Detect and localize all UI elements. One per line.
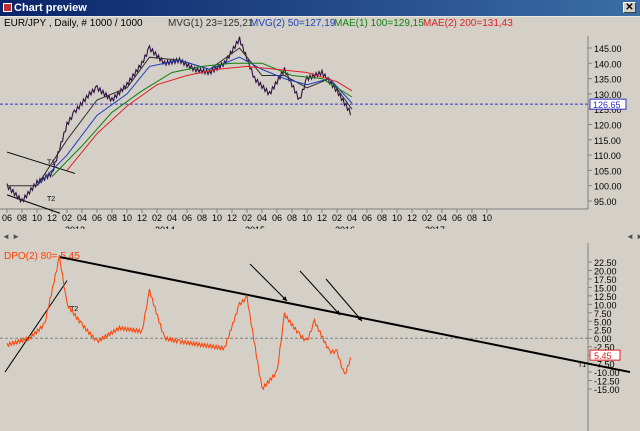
dpo-legend: DPO(2) 80= 5,45 xyxy=(4,251,80,262)
current-value-box xyxy=(589,98,627,110)
trend-label-t2: T2 xyxy=(47,196,55,203)
x-tick-label: 12 xyxy=(47,213,57,223)
x-tick-label: 02 xyxy=(62,213,72,223)
y-tick-label: 2.50 xyxy=(594,326,612,336)
x-tick-label: 04 xyxy=(167,213,177,223)
x-tick-label: 04 xyxy=(77,213,87,223)
current-value-label: 126.65 xyxy=(593,100,621,110)
y-tick-label: 7.50 xyxy=(594,309,612,319)
arrow-annotation-head xyxy=(282,296,287,301)
legend-item: MAE(2) 200=131,43 xyxy=(423,18,513,29)
x-tick-label: 06 xyxy=(2,213,12,223)
y-tick-label: 115.00 xyxy=(594,136,621,146)
y-tick-label: 145.00 xyxy=(594,44,622,54)
y-tick-label: 0.00 xyxy=(594,334,612,344)
trend-label-t1: T1 xyxy=(578,362,586,369)
x-tick-label: 04 xyxy=(437,213,447,223)
svg-text:◄ ►: ◄ ► xyxy=(626,232,640,241)
window-title: Chart preview xyxy=(14,2,87,14)
legend-item: MVG(1) 23=125,21 xyxy=(168,18,254,29)
x-tick-label: 08 xyxy=(17,213,27,223)
trend-line-t2 xyxy=(4,280,68,373)
y-tick-label: 125.00 xyxy=(594,105,622,115)
x-tick-label: 02 xyxy=(152,213,162,223)
y-tick-label: -7.50 xyxy=(594,360,615,370)
mae2-series xyxy=(66,65,353,171)
dpo-chart: DPO(2) 80= 5,45 22.5020.0017.5015.0012.5… xyxy=(0,243,640,431)
trend-line-t2 xyxy=(6,194,61,214)
x-tick-label: 10 xyxy=(302,213,312,223)
trend-line-t1 xyxy=(6,151,76,174)
y-tick-label: 5.00 xyxy=(594,317,612,327)
x-tick-label: 10 xyxy=(482,213,492,223)
y-tick-label: 105.00 xyxy=(594,166,622,176)
x-tick-label: 02 xyxy=(422,213,432,223)
y-tick-label: -15.00 xyxy=(594,385,620,395)
mae1-series xyxy=(51,62,353,177)
mvg2-series xyxy=(36,56,353,187)
x-tick-label: 08 xyxy=(467,213,477,223)
y-tick-label: 95.00 xyxy=(594,197,617,207)
title-bar: Chart preview ✕ xyxy=(0,0,640,16)
x-tick-label: 04 xyxy=(347,213,357,223)
y-tick-label: 22.50 xyxy=(594,258,617,268)
y-tick-label: 120.00 xyxy=(594,121,622,131)
x-tick-label: 06 xyxy=(362,213,372,223)
dpo-current-value-label: 5.45 xyxy=(594,351,612,361)
arrow-annotation xyxy=(325,278,363,322)
x-tick-label: 06 xyxy=(92,213,102,223)
y-tick-label: 15.00 xyxy=(594,283,617,293)
trend-label-t2: T2 xyxy=(70,306,78,313)
y-tick-label: 130.00 xyxy=(594,90,622,100)
x-tick-label: 08 xyxy=(197,213,207,223)
y-tick-label: 110.00 xyxy=(594,151,621,161)
x-tick-label: 12 xyxy=(137,213,147,223)
y-tick-label: 20.00 xyxy=(594,266,617,276)
y-tick-label: -2.50 xyxy=(594,343,615,353)
y-tick-label: -10.00 xyxy=(594,368,620,378)
x-tick-label: 08 xyxy=(107,213,117,223)
x-tick-label: 02 xyxy=(242,213,252,223)
app-icon xyxy=(3,3,12,12)
x-tick-label: 12 xyxy=(317,213,327,223)
x-tick-label: 10 xyxy=(392,213,402,223)
trend-line-t1 xyxy=(59,255,631,374)
x-tick-label: 12 xyxy=(407,213,417,223)
x-tick-label: 06 xyxy=(272,213,282,223)
x-tick-label: 10 xyxy=(122,213,132,223)
arrow-annotation xyxy=(299,270,341,316)
x-tick-label: 02 xyxy=(332,213,342,223)
x-tick-label: 08 xyxy=(287,213,297,223)
svg-text:◄ ►: ◄ ► xyxy=(2,232,20,241)
trend-label-t1: T1 xyxy=(47,159,55,166)
arrow-annotation-head xyxy=(357,316,362,321)
y-tick-label: 100.00 xyxy=(594,182,622,192)
x-tick-label: 10 xyxy=(32,213,42,223)
legend-item: EUR/JPY , Daily, # 1000 / 1000 xyxy=(4,18,143,29)
y-tick-label: 12.50 xyxy=(594,292,617,302)
y-tick-label: 140.00 xyxy=(594,59,622,69)
arrow-annotation xyxy=(249,263,288,302)
arrow-annotation-head xyxy=(335,310,340,315)
y-tick-label: 10.00 xyxy=(594,300,617,310)
y-tick-label: -12.50 xyxy=(594,377,620,387)
x-tick-label: 12 xyxy=(227,213,237,223)
x-tick-label: 08 xyxy=(377,213,387,223)
price-chart: EUR/JPY , Daily, # 1000 / 1000 MVG(1) 23=… xyxy=(0,16,640,242)
panel-separator[interactable]: ◄ ► ◄ ► xyxy=(0,229,640,243)
x-tick-label: 10 xyxy=(212,213,222,223)
dpo-current-value-box xyxy=(589,349,621,361)
legend-item: MAE(1) 100=129,15 xyxy=(334,18,424,29)
x-tick-label: 06 xyxy=(182,213,192,223)
close-button[interactable]: ✕ xyxy=(623,2,636,13)
y-tick-label: 17.50 xyxy=(594,275,617,285)
x-tick-label: 04 xyxy=(257,213,267,223)
y-tick-label: 135.00 xyxy=(594,75,622,85)
legend-item: MVG(2) 50=127,19 xyxy=(250,18,336,29)
x-tick-label: 06 xyxy=(452,213,462,223)
dpo-series xyxy=(6,254,351,391)
